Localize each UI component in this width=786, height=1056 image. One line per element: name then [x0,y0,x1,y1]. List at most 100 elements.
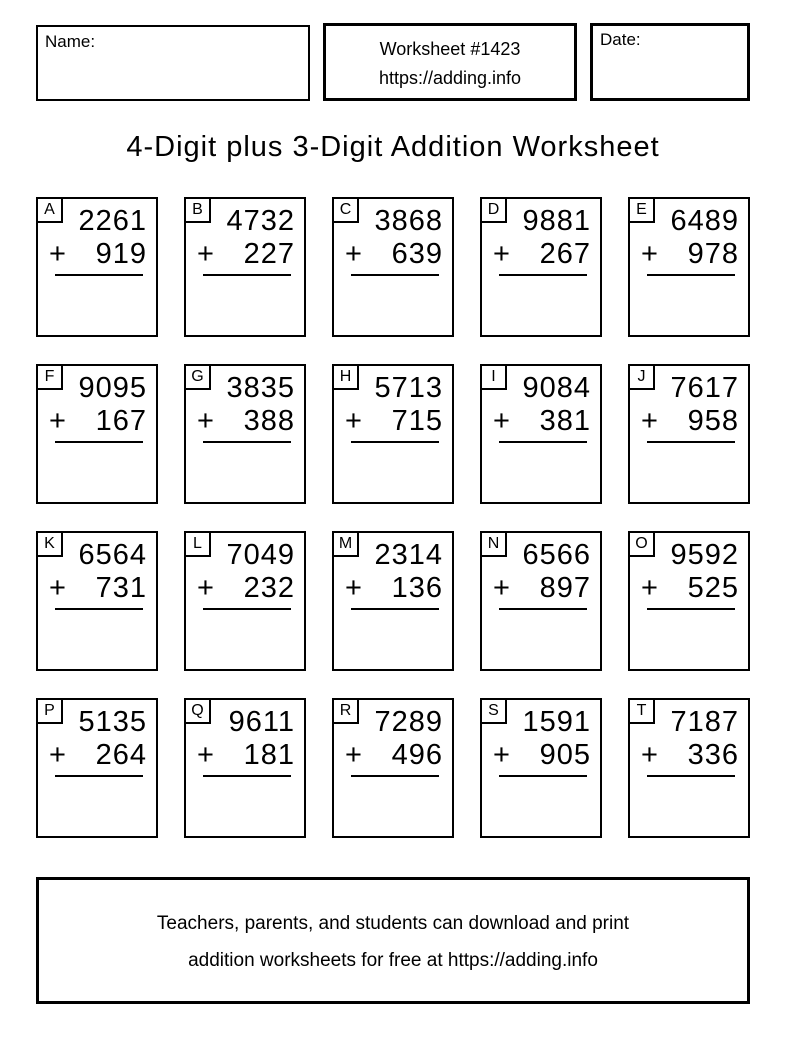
addend-top: 3868 [374,205,443,237]
problem-letter: S [482,700,507,724]
problem-letter: H [334,366,359,390]
problems-grid: A 2261 + 919 B 4732 + 227 C 3868 + [36,197,750,838]
addend-bottom: 897 [539,572,591,604]
answer-line [55,274,143,276]
answer-space [492,777,591,832]
addend-bottom: 136 [391,572,443,604]
plus-operator-icon: + [641,405,659,437]
answer-line [55,775,143,777]
answer-space [492,443,591,498]
plus-operator-icon: + [197,405,215,437]
addend-top: 6564 [78,539,147,571]
problem-body: 9881 + 267 [482,199,600,331]
problem-body: 6566 + 897 [482,533,600,665]
plus-operator-icon: + [493,572,511,604]
plus-operator-icon: + [641,238,659,270]
problem-body: 9592 + 525 [630,533,748,665]
addend-top: 3835 [226,372,295,404]
answer-line [647,775,735,777]
answer-line [647,441,735,443]
answer-line [55,608,143,610]
answer-line [203,274,291,276]
addend-bottom: 388 [243,405,295,437]
answer-line [499,608,587,610]
plus-operator-icon: + [345,238,363,270]
date-field-box: Date: [590,23,750,101]
answer-line [499,441,587,443]
plus-operator-icon: + [345,405,363,437]
problem-body: 7617 + 958 [630,366,748,498]
problem-body: 4732 + 227 [186,199,304,331]
problem-body: 5713 + 715 [334,366,452,498]
footer-line-1: Teachers, parents, and students can down… [156,913,630,934]
answer-space [640,777,739,832]
addend-bottom: 496 [391,739,443,771]
addend-top: 5713 [374,372,443,404]
problem-body: 3835 + 388 [186,366,304,498]
problem-letter: P [38,700,63,724]
answer-space [492,276,591,331]
answer-line [499,274,587,276]
answer-line [351,441,439,443]
addend-bottom: 919 [95,238,147,270]
problem-body: 7187 + 336 [630,700,748,832]
footer-box: Teachers, parents, and students can down… [36,877,750,1004]
addend-top: 9095 [78,372,147,404]
problem-letter: F [38,366,63,390]
answer-space [344,443,443,498]
problem-box: T 7187 + 336 [628,698,750,838]
answer-space [196,610,295,665]
addend-bottom: 958 [687,405,739,437]
problem-box: J 7617 + 958 [628,364,750,504]
plus-operator-icon: + [493,405,511,437]
addend-top: 2261 [78,205,147,237]
addend-top: 7187 [670,706,739,738]
addend-top: 5135 [78,706,147,738]
problem-body: 6489 + 978 [630,199,748,331]
plus-operator-icon: + [49,405,67,437]
problem-body: 9084 + 381 [482,366,600,498]
answer-space [48,443,147,498]
answer-line [351,608,439,610]
problem-body: 9611 + 181 [186,700,304,832]
addend-top: 9881 [522,205,591,237]
problem-box: L 7049 + 232 [184,531,306,671]
plus-operator-icon: + [197,739,215,771]
problem-letter: T [630,700,655,724]
plus-operator-icon: + [49,238,67,270]
addend-top: 9084 [522,372,591,404]
addend-bottom: 336 [687,739,739,771]
plus-operator-icon: + [197,238,215,270]
problem-box: M 2314 + 136 [332,531,454,671]
problem-letter: B [186,199,211,223]
answer-space [48,777,147,832]
answer-space [196,777,295,832]
problem-box: B 4732 + 227 [184,197,306,337]
addend-bottom: 264 [95,739,147,771]
problem-box: R 7289 + 496 [332,698,454,838]
answer-line [647,274,735,276]
answer-space [196,443,295,498]
problem-box: G 3835 + 388 [184,364,306,504]
footer-line-2: addition worksheets for free at https://… [188,950,598,971]
problem-box: N 6566 + 897 [480,531,602,671]
addend-top: 9611 [228,706,295,738]
addend-bottom: 525 [687,572,739,604]
problem-body: 2314 + 136 [334,533,452,665]
plus-operator-icon: + [197,572,215,604]
addend-bottom: 267 [539,238,591,270]
problem-box: E 6489 + 978 [628,197,750,337]
addend-top: 7617 [670,372,739,404]
answer-space [344,777,443,832]
addend-bottom: 731 [95,572,147,604]
problem-letter: D [482,199,507,223]
addend-top: 4732 [226,205,295,237]
worksheet-url: https://adding.info [378,68,522,88]
addend-top: 6489 [670,205,739,237]
page-title: 4-Digit plus 3-Digit Addition Worksheet [126,131,660,163]
problem-box: D 9881 + 267 [480,197,602,337]
answer-space [344,610,443,665]
answer-line [351,274,439,276]
addend-top: 1591 [522,706,591,738]
plus-operator-icon: + [345,572,363,604]
